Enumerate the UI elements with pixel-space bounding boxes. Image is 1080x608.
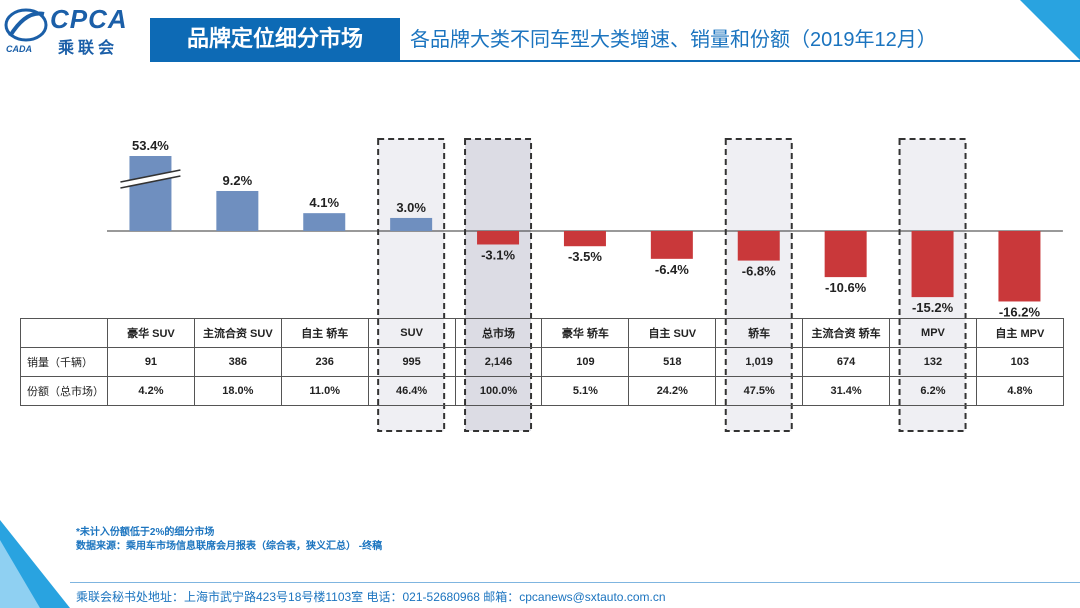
table-cell: 91 <box>107 347 195 377</box>
bar-8 <box>824 231 867 278</box>
table-cell: 100.0% <box>454 376 543 406</box>
footnote-threshold: *未计入份额低于2%的细分市场 <box>76 527 215 538</box>
table-cell: 47.5% <box>715 376 804 406</box>
bar-5 <box>563 231 606 247</box>
bar-10 <box>998 231 1041 302</box>
table-row-share: 份额（总市场） 4.2% 18.0% 11.0% 46.4% 100.0% 5.1% 24.… <box>20 376 1064 406</box>
bar-7 <box>737 231 780 261</box>
logo-chinese-text: 乘联会 <box>58 40 119 57</box>
table-cell: 4.2% <box>107 376 195 406</box>
table-column-header: 总市场 <box>454 318 543 348</box>
table-cell: 103 <box>975 347 1064 377</box>
logo-latin-text: CPCA <box>50 4 128 34</box>
table-cell: 518 <box>628 347 717 377</box>
logo-sub-text: CADA <box>6 44 32 54</box>
bar-value-label-5: -3.5% <box>568 249 602 264</box>
bar-1 <box>216 190 259 231</box>
table-cell: 236 <box>280 347 369 377</box>
table-corner-cell <box>20 318 108 348</box>
table-column-header: 主流合资 SUV <box>193 318 282 348</box>
table-row-label: 份额（总市场） <box>20 376 108 406</box>
bar-3 <box>390 217 433 231</box>
header-divider <box>150 60 1080 62</box>
logo-emblem-icon <box>4 8 48 42</box>
table-cell: 24.2% <box>628 376 717 406</box>
table-column-header: 自主 MPV <box>975 318 1064 348</box>
table-row-sales: 销量（千辆） 91 386 236 995 2,146 109 518 1,019 674 132… <box>20 347 1064 377</box>
table-cell: 674 <box>802 347 891 377</box>
bar-6 <box>650 231 693 259</box>
footnotes: *未计入份额低于2%的细分市场 数据来源：乘用车市场信息联席会月报表（综合表，狭… <box>76 526 382 554</box>
bar-value-label-7: -6.8% <box>742 264 776 279</box>
bar-value-label-0: 53.4% <box>132 138 169 153</box>
footnote-source: 数据来源：乘用车市场信息联席会月报表（综合表，狭义汇总） -终稿 <box>76 541 383 552</box>
table-column-header: SUV <box>367 318 456 348</box>
bar-4 <box>477 231 520 245</box>
bar-value-label-1: 9.2% <box>223 173 253 188</box>
table-cell: 5.1% <box>541 376 630 406</box>
table-header-row: 豪华 SUV 主流合资 SUV 自主 轿车 SUV 总市场 豪华 轿车 自主 SUV 轿车 主流… <box>20 318 1064 348</box>
table-column-header: 轿车 <box>715 318 804 348</box>
corner-stripe-bottom-left-light <box>0 540 40 608</box>
table-row-label: 销量（千辆） <box>20 347 108 377</box>
table-cell: 6.2% <box>889 376 977 406</box>
table-cell: 18.0% <box>193 376 282 406</box>
bar-2 <box>303 213 346 231</box>
table-column-header: 主流合资 轿车 <box>802 318 891 348</box>
table-cell: 109 <box>541 347 630 377</box>
bar-value-label-8: -10.6% <box>825 280 867 295</box>
table-cell: 386 <box>193 347 282 377</box>
table-cell: 11.0% <box>280 376 369 406</box>
corner-stripe-top-right <box>1020 0 1080 60</box>
table-cell: 1,019 <box>715 347 804 377</box>
bar-9 <box>911 231 954 298</box>
table-cell: 995 <box>367 347 456 377</box>
bar-value-label-6: -6.4% <box>655 262 689 277</box>
footer-divider <box>70 582 1080 583</box>
page-subtitle: 各品牌大类不同车型大类增速、销量和份额（2019年12月） <box>410 29 937 51</box>
table-column-header: 自主 SUV <box>628 318 717 348</box>
cpca-logo: CPCA 乘联会 CADA <box>0 0 150 62</box>
bar-value-label-9: -15.2% <box>912 300 954 315</box>
axis-break-mark <box>120 169 181 189</box>
table-cell: 46.4% <box>367 376 456 406</box>
table-column-header: MPV <box>889 318 977 348</box>
table-cell: 2,146 <box>454 347 543 377</box>
bar-value-label-3: 3.0% <box>396 200 426 215</box>
table-column-header: 自主 轿车 <box>280 318 369 348</box>
bar-value-label-2: 4.1% <box>309 195 339 210</box>
footer-contact: 乘联会秘书处地址：上海市武宁路423号18号楼1103室 电话：021-5268… <box>76 590 666 604</box>
sales-share-table: 豪华 SUV 主流合资 SUV 自主 轿车 SUV 总市场 豪华 轿车 自主 SUV 轿车 主流… <box>20 318 1064 406</box>
table-column-header: 豪华 SUV <box>107 318 195 348</box>
bar-value-label-4: -3.1% <box>481 247 515 262</box>
table-cell: 4.8% <box>975 376 1064 406</box>
bar-0 <box>129 156 172 231</box>
table-column-header: 豪华 轿车 <box>541 318 630 348</box>
page-title: 品牌定位细分市场 <box>150 18 400 60</box>
table-cell: 31.4% <box>802 376 891 406</box>
bar-value-label-10: -16.2% <box>999 304 1041 319</box>
table-cell: 132 <box>889 347 977 377</box>
